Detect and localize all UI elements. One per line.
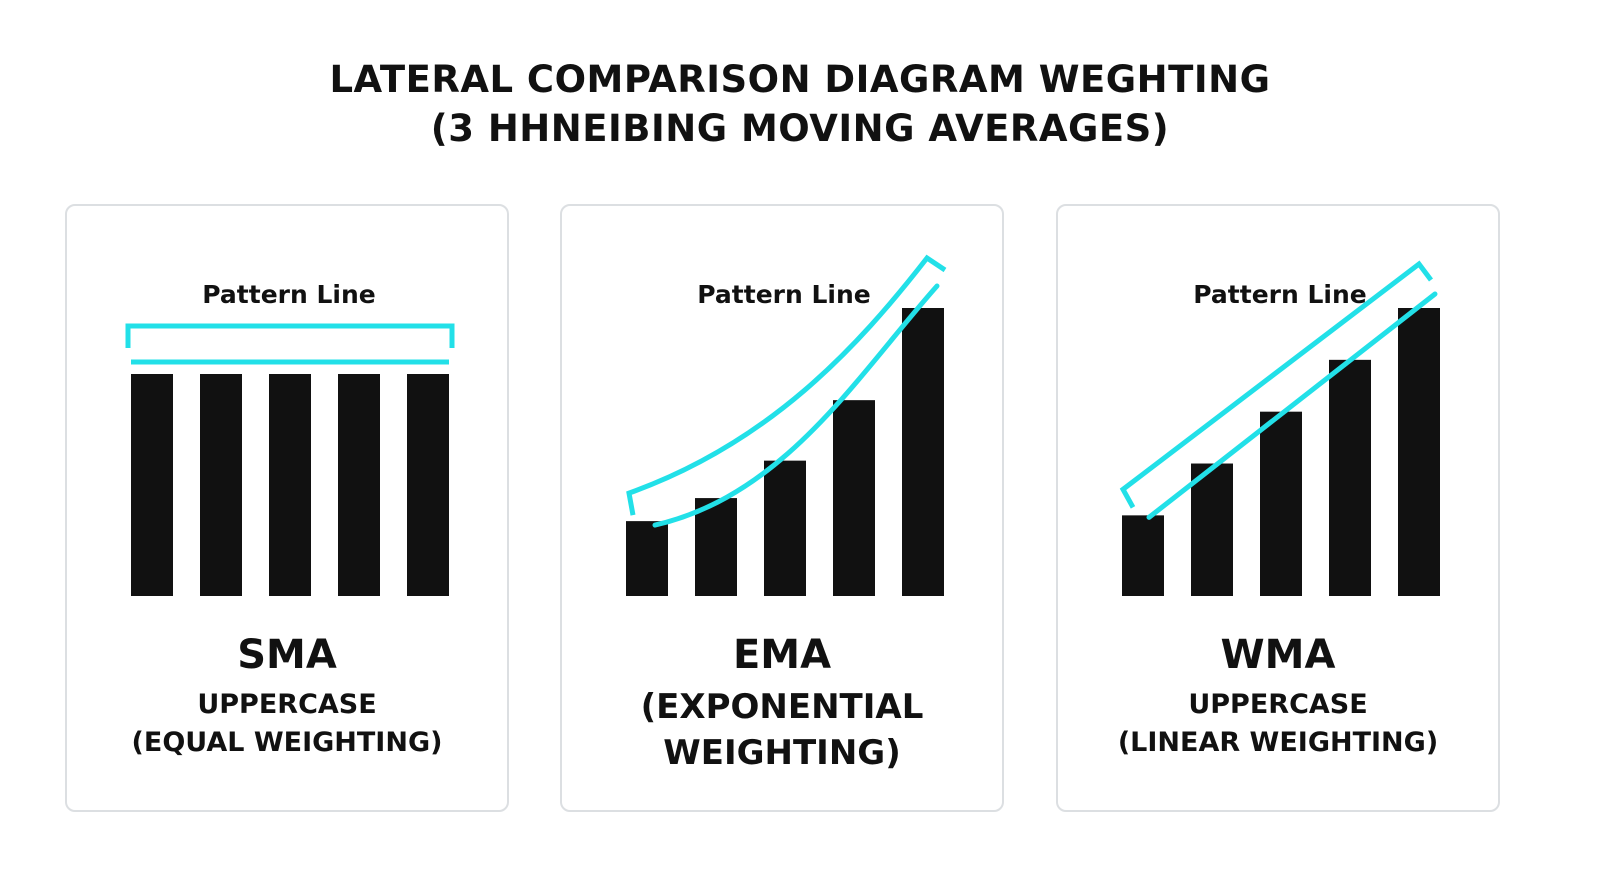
ema-pattern-line bbox=[652, 283, 940, 528]
sma-abbr: SMA bbox=[237, 632, 337, 678]
ema-bar-2 bbox=[695, 498, 737, 596]
ema-bar-4 bbox=[833, 400, 875, 596]
wma-bar-4 bbox=[1329, 359, 1371, 596]
sma-bar-3 bbox=[269, 374, 311, 596]
sma-pattern-label: Pattern Line bbox=[202, 280, 376, 309]
ema-bar-5 bbox=[902, 308, 944, 596]
ema-panel: Pattern Line EMA (EXPONENTIAL WEIGHTING) bbox=[560, 204, 1004, 812]
sma-bar-4 bbox=[338, 374, 380, 596]
wma-desc-line-2: (LINEAR WEIGHTING) bbox=[1117, 727, 1439, 758]
sma-description: UPPERCASE (EQUAL WEIGHTING) bbox=[67, 686, 507, 762]
diagram-title: LATERAL COMPARISON DIAGRAM WEGHTING (3 H… bbox=[0, 55, 1600, 153]
ema-bar-chart bbox=[626, 254, 947, 596]
sma-bar-chart bbox=[125, 323, 455, 596]
ema-description: (EXPONENTIAL WEIGHTING) bbox=[562, 684, 1002, 776]
wma-bar-3 bbox=[1260, 411, 1302, 596]
wma-bar-5 bbox=[1398, 308, 1440, 596]
ema-bar-1 bbox=[626, 521, 668, 596]
wma-description: UPPERCASE (LINEAR WEIGHTING) bbox=[1058, 686, 1498, 762]
wma-panel: Pattern Line WMA UPPERCASE (LINEAR WEIGH… bbox=[1056, 204, 1500, 812]
sma-bar-5 bbox=[407, 374, 449, 596]
sma-bar-2 bbox=[200, 374, 242, 596]
wma-bar-2 bbox=[1191, 463, 1233, 596]
wma-desc-line-1: UPPERCASE bbox=[1188, 689, 1368, 720]
ema-abbr: EMA bbox=[732, 632, 832, 678]
sma-panel: Pattern Line SMA UPPERCASE (EQUAL WEIGHT… bbox=[65, 204, 509, 812]
wma-bracket bbox=[1119, 260, 1433, 509]
wma-pattern-label: Pattern Line bbox=[1193, 280, 1367, 309]
ema-desc-line-2: WEIGHTING) bbox=[663, 733, 901, 773]
ema-bar-3 bbox=[764, 460, 806, 596]
title-line-1: LATERAL COMPARISON DIAGRAM WEGHTING bbox=[329, 58, 1271, 101]
sma-desc-line-2: (EQUAL WEIGHTING) bbox=[131, 727, 443, 758]
ema-pattern-label: Pattern Line bbox=[697, 280, 871, 309]
wma-bar-1 bbox=[1122, 515, 1164, 596]
title-line-2: (3 HHNEIBING MOVING AVERAGES) bbox=[430, 107, 1170, 150]
ema-bracket bbox=[626, 254, 947, 516]
sma-bracket bbox=[125, 323, 455, 348]
sma-bar-1 bbox=[131, 374, 173, 596]
ema-desc-line-1: (EXPONENTIAL bbox=[640, 687, 924, 727]
wma-abbr: WMA bbox=[1220, 632, 1336, 678]
wma-bar-chart bbox=[1119, 260, 1440, 596]
wma-pattern-line bbox=[1146, 291, 1438, 520]
sma-desc-line-1: UPPERCASE bbox=[197, 689, 377, 720]
